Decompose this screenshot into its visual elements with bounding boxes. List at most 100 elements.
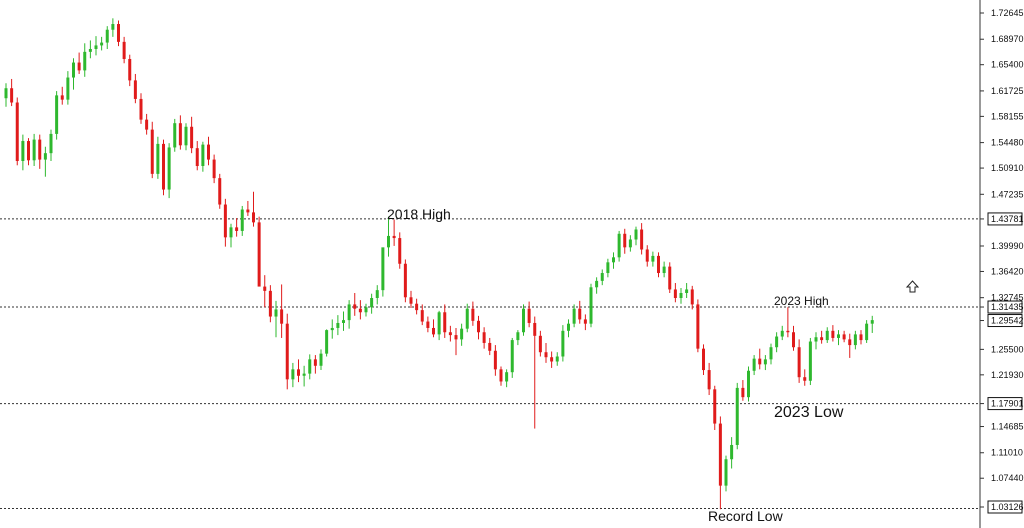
candle-body (49, 133, 53, 154)
candle-1 (10, 78, 14, 107)
candle-body (454, 335, 458, 340)
candle-body (398, 238, 402, 264)
candle-body (808, 341, 812, 381)
candle-46 (263, 275, 267, 308)
candle-58 (330, 319, 334, 339)
candle-body (178, 123, 182, 146)
tick-label-7: 1.47235 (991, 189, 1024, 199)
candle-15 (88, 40, 92, 59)
candle-body (786, 330, 790, 333)
candle-body (72, 62, 75, 78)
candle-6 (38, 134, 42, 169)
candle-body (797, 347, 801, 378)
candle-137 (775, 332, 779, 353)
candle-10 (60, 86, 64, 105)
candle-body (420, 310, 424, 322)
candle-17 (100, 36, 104, 51)
candle-body (730, 444, 734, 460)
candle-56 (319, 349, 323, 371)
candle-112 (634, 226, 638, 246)
candle-101 (572, 304, 576, 328)
candle-47 (268, 285, 272, 323)
tick-label-17: 1.14685 (991, 422, 1024, 432)
candle-body (15, 102, 19, 162)
tick-box-12 (987, 300, 1023, 314)
candle-80 (454, 327, 458, 356)
candle-127 (718, 416, 722, 510)
candle-body (235, 227, 239, 231)
candle-body (460, 328, 464, 340)
candle-110 (623, 228, 627, 254)
tick-label-15: 1.21930 (991, 370, 1024, 380)
candle-body (842, 334, 846, 340)
candle-73 (415, 298, 419, 315)
candle-body (493, 350, 497, 370)
level-label-0: 2018 High (387, 206, 451, 222)
candle-body (297, 369, 300, 376)
candle-body (820, 337, 824, 341)
candle-body (640, 229, 644, 250)
candle-24 (139, 93, 143, 124)
candle-7 (43, 146, 47, 177)
candle-body (330, 327, 334, 331)
candle-body (336, 322, 340, 328)
candle-100 (567, 319, 570, 338)
candle-body (358, 308, 362, 313)
tick-label-4: 1.58155 (991, 111, 1024, 121)
candle-body (645, 249, 649, 262)
candle-body (162, 143, 165, 190)
candle-124 (702, 344, 705, 376)
candle-body (184, 126, 188, 146)
candle-body (263, 286, 267, 291)
candle-body (375, 290, 379, 298)
candle-148 (837, 330, 840, 346)
candle-91 (516, 330, 520, 346)
tick-label-13: 1.29542 (991, 316, 1024, 326)
candle-136 (769, 343, 773, 365)
candle-92 (522, 304, 525, 336)
candle-12 (72, 58, 75, 90)
candle-54 (308, 354, 312, 380)
candle-body (499, 369, 503, 382)
candle-130 (735, 382, 739, 450)
candle-125 (707, 362, 711, 396)
candle-126 (713, 385, 717, 430)
candle-body (814, 337, 818, 342)
candle-body (617, 233, 621, 258)
candle-141 (797, 339, 801, 383)
candle-145 (820, 330, 824, 344)
candle-109 (617, 230, 621, 262)
candle-body (60, 95, 64, 100)
candle-133 (752, 355, 756, 376)
candle-43 (246, 200, 250, 216)
candle-119 (673, 283, 677, 303)
candle-96 (544, 342, 548, 363)
candle-body (747, 370, 750, 398)
candle-body (471, 308, 475, 321)
candle-122 (690, 285, 694, 310)
candle-body (741, 387, 745, 398)
candle-body (595, 280, 599, 288)
candle-63 (358, 300, 362, 320)
candle-11 (66, 71, 70, 105)
candle-body (156, 143, 160, 174)
candle-87 (493, 345, 497, 376)
candle-body (443, 312, 447, 333)
candle-body (544, 352, 548, 358)
candle-body (27, 141, 30, 161)
candle-body (342, 320, 345, 323)
candle-body (94, 45, 98, 49)
candle-body (465, 308, 469, 329)
candle-94 (533, 316, 537, 429)
candle-body (190, 126, 194, 149)
candle-body (769, 347, 773, 360)
candle-body (662, 266, 666, 274)
candle-body (792, 332, 795, 348)
candle-body (173, 123, 177, 148)
candle-146 (825, 327, 829, 343)
candle-30 (173, 118, 177, 152)
candle-body (105, 29, 109, 43)
tick-label-3: 1.61725 (991, 86, 1024, 96)
candle-body (448, 332, 452, 336)
